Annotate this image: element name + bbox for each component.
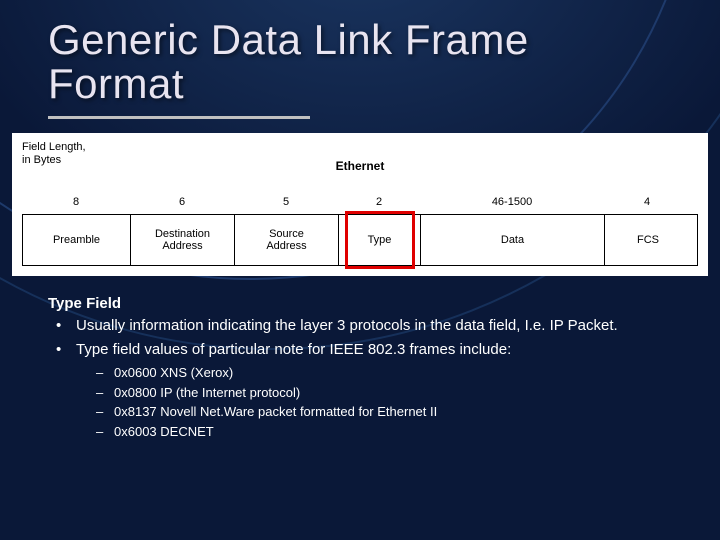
list-item: 0x6003 DECNET <box>96 423 672 441</box>
byte-length: 6 <box>130 196 234 208</box>
byte-length: 46-1500 <box>420 196 604 208</box>
list-item: 0x0600 XNS (Xerox) <box>96 364 672 382</box>
list-item: Type field values of particular note for… <box>48 340 672 440</box>
byte-length: 8 <box>22 196 130 208</box>
title-line-2: Format <box>48 60 184 107</box>
title-line-1: Generic Data Link Frame <box>48 16 529 63</box>
body-text: Type Field Usually information indicatin… <box>0 276 720 441</box>
frame-fields-row: PreambleDestinationAddressSourceAddressT… <box>22 214 698 266</box>
list-item: 0x0800 IP (the Internet protocol) <box>96 384 672 402</box>
list-item: Usually information indicating the layer… <box>48 316 672 336</box>
frame-field: Type <box>339 215 421 265</box>
protocol-label: Ethernet <box>336 159 385 173</box>
frame-field: DestinationAddress <box>131 215 235 265</box>
section-heading: Type Field <box>48 294 672 314</box>
byte-length: 5 <box>234 196 338 208</box>
frame-diagram: Field Length, in Bytes Ethernet 865246-1… <box>12 133 708 275</box>
slide-title: Generic Data Link Frame Format <box>0 0 720 110</box>
bullet-list: Usually information indicating the layer… <box>48 316 672 441</box>
frame-field: SourceAddress <box>235 215 339 265</box>
sub-list: 0x0600 XNS (Xerox) 0x0800 IP (the Intern… <box>76 364 672 440</box>
title-underline <box>48 116 310 119</box>
byte-length: 4 <box>604 196 690 208</box>
frame-field: Data <box>421 215 605 265</box>
list-item: 0x8137 Novell Net.Ware packet formatted … <box>96 403 672 421</box>
byte-lengths-row: 865246-15004 <box>22 196 698 208</box>
frame-field: Preamble <box>23 215 131 265</box>
byte-length: 2 <box>338 196 420 208</box>
frame-field: FCS <box>605 215 691 265</box>
